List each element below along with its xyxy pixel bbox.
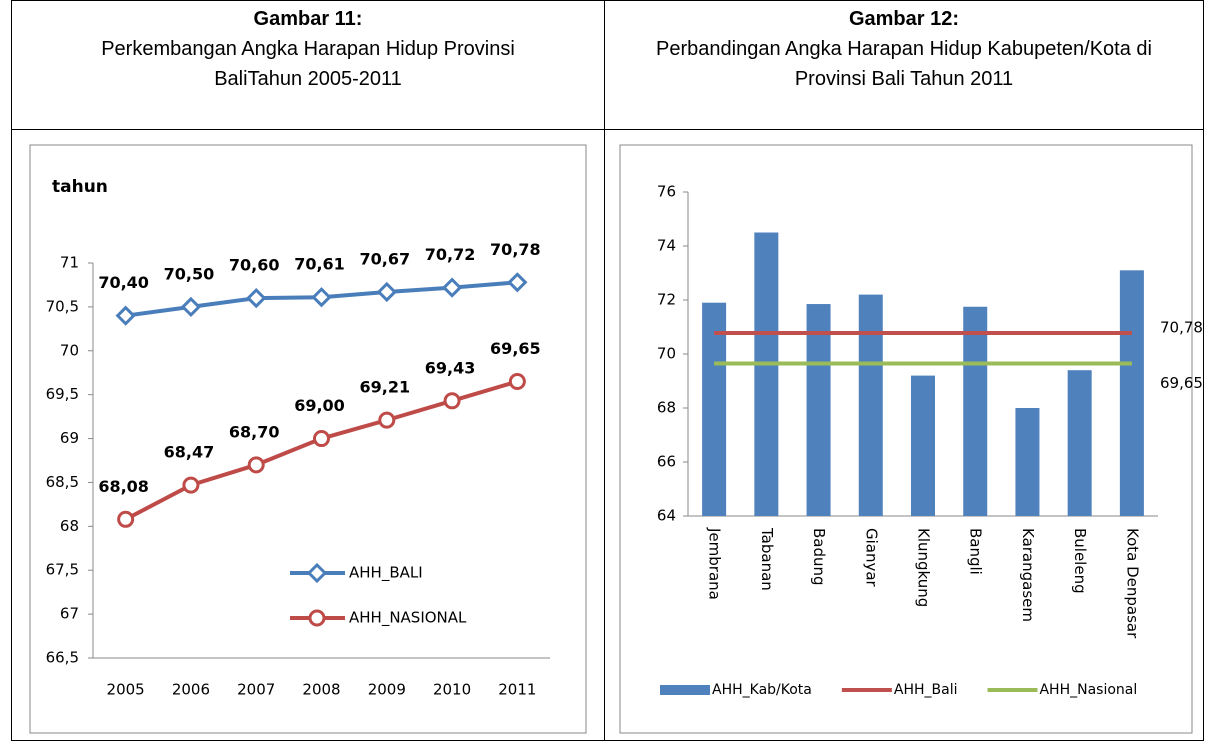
data-label: 68,70 [229, 422, 280, 441]
data-label: 69,00 [294, 396, 345, 415]
data-label: 69,65 [490, 339, 541, 358]
x-tick-label: 2007 [237, 681, 275, 699]
marker [182, 476, 200, 494]
x-tick-label: Kota Denpasar [1123, 528, 1141, 639]
marker [247, 456, 265, 474]
marker [313, 430, 330, 448]
y-tick-label: 67 [60, 605, 79, 623]
bar [806, 304, 831, 516]
x-tick-label: Gianyar [862, 528, 880, 588]
x-tick-label: Karangasem [1019, 528, 1037, 622]
legend-label: AHH_NASIONAL [349, 609, 467, 628]
header: Gambar 11: Perkembangan Angka Harapan Hi… [11, 0, 605, 94]
marker [117, 510, 135, 528]
y-tick-label: 68 [60, 517, 79, 535]
x-tick-label: Klungkung [915, 528, 933, 607]
y-tick-label: 67,5 [46, 561, 79, 579]
data-label: 70,67 [359, 249, 410, 268]
x-tick-label: 2009 [368, 681, 406, 699]
chart-cell [604, 129, 1204, 741]
marker [311, 287, 332, 308]
marker [443, 392, 461, 410]
data-label: 70,78 [490, 240, 541, 259]
y-tick-label: 66 [657, 453, 676, 471]
data-label: 70,72 [425, 245, 476, 264]
data-label: 70,50 [164, 264, 215, 283]
data-label: 68,47 [164, 443, 215, 462]
data-label: 70,78 [1160, 318, 1203, 336]
y-tick-label: 72 [657, 291, 676, 309]
chart-area [29, 144, 587, 734]
legend-label: AHH_BALI [349, 564, 423, 583]
bar [858, 294, 883, 516]
header: Gambar 12: Perbandingan Angka Harapan Hi… [604, 0, 1204, 94]
bar [1015, 408, 1040, 516]
y-axis-label: tahun [52, 177, 108, 197]
x-tick-label: 2010 [433, 681, 471, 699]
x-tick-label: 2008 [302, 681, 340, 699]
y-tick-label: 64 [657, 507, 676, 525]
data-label: 69,65 [1160, 374, 1203, 392]
y-tick-label: 70 [657, 345, 676, 363]
y-tick-label: 68,5 [46, 473, 79, 491]
marker [115, 305, 136, 326]
marker [507, 272, 528, 293]
bar [702, 302, 727, 516]
figure-label: Gambar 11: [253, 8, 363, 30]
legend-label: AHH_Kab/Kota [712, 682, 812, 698]
y-tick-label: 70 [60, 341, 79, 359]
legend-marker [308, 609, 326, 627]
figure-label: Gambar 12: [848, 8, 960, 30]
marker [508, 373, 526, 390]
figure-title: Perkembangan Angka Harapan Hidup Provins… [101, 38, 515, 90]
data-label: 69,21 [359, 378, 410, 397]
x-tick-label: 2005 [107, 681, 145, 699]
legend-label: AHH_Nasional [1039, 682, 1137, 698]
x-tick-label: 2006 [172, 681, 210, 699]
x-tick-label: Jembrana [706, 527, 724, 600]
bar [1067, 370, 1092, 516]
x-tick-label: Tabanan [758, 527, 776, 591]
y-tick-label: 69,5 [46, 385, 79, 403]
y-tick-label: 74 [657, 237, 676, 255]
y-tick-label: 68 [657, 399, 676, 417]
x-tick-label: Bangli [967, 528, 985, 575]
y-tick-label: 71 [60, 254, 79, 272]
x-tick-label: 2011 [498, 681, 536, 699]
legend-swatch [660, 685, 710, 695]
data-label: 70,40 [98, 273, 149, 292]
data-label: 69,43 [425, 358, 476, 377]
bar [754, 232, 779, 516]
bar [1119, 270, 1144, 516]
marker [378, 411, 396, 429]
marker [441, 277, 463, 298]
y-tick-label: 66,5 [46, 649, 79, 667]
marker [246, 287, 267, 309]
data-label: 70,60 [229, 256, 280, 275]
y-tick-label: 70,5 [46, 297, 79, 315]
y-tick-label: 76 [657, 183, 676, 201]
bar [963, 306, 988, 516]
x-tick-label: Buleleng [1071, 528, 1089, 594]
marker [376, 281, 397, 303]
y-tick-label: 69 [60, 429, 79, 447]
data-label: 70,61 [294, 255, 345, 274]
x-tick-label: Badung [810, 528, 828, 586]
legend-label: AHH_Bali [894, 682, 958, 698]
marker [180, 296, 202, 318]
bar [911, 375, 935, 516]
figure-title: Perbandingan Angka Harapan Hidup Kabupet… [656, 38, 1152, 90]
data-label: 68,08 [98, 477, 149, 496]
legend-marker [306, 562, 328, 584]
